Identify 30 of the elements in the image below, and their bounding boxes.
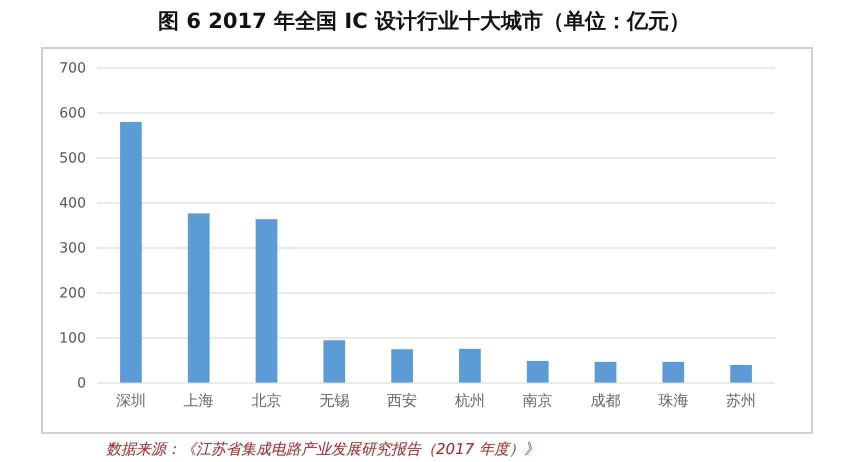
- x-tick-label: 杭州: [454, 392, 485, 410]
- bar: [188, 213, 210, 383]
- x-tick-label: 成都: [590, 392, 620, 410]
- bar: [730, 365, 752, 383]
- y-tick-label: 100: [59, 330, 86, 346]
- source-note: 数据来源：《江苏省集成电路产业发展研究报告（2017 年度）》: [106, 440, 539, 458]
- bar: [526, 360, 549, 383]
- bar: [323, 340, 346, 383]
- y-tick-label: 600: [59, 105, 86, 122]
- bar: [662, 362, 684, 383]
- bar: [594, 362, 616, 383]
- x-tick-label: 西安: [387, 392, 418, 410]
- x-tick-label: 无锡: [319, 392, 350, 410]
- x-tick-label: 苏州: [726, 392, 756, 410]
- y-tick-label: 200: [59, 285, 86, 302]
- y-tick-label: 400: [59, 195, 86, 212]
- bar: [120, 122, 142, 383]
- x-tick-label: 南京: [522, 392, 553, 410]
- x-tick-label: 深圳: [116, 392, 146, 410]
- bar: [391, 349, 413, 383]
- y-tick-label: 300: [59, 240, 86, 256]
- x-tick-label: 北京: [252, 392, 282, 410]
- y-tick-label: 0: [77, 375, 86, 392]
- x-tick-label: 上海: [184, 392, 214, 410]
- chart-title: 图 6 2017 年全国 IC 设计行业十大城市（单位：亿元）: [158, 9, 690, 33]
- bar: [459, 348, 481, 383]
- bar: [256, 219, 278, 383]
- y-tick-label: 700: [59, 60, 86, 76]
- y-tick-label: 500: [59, 150, 86, 166]
- x-tick-label: 珠海: [658, 392, 688, 410]
